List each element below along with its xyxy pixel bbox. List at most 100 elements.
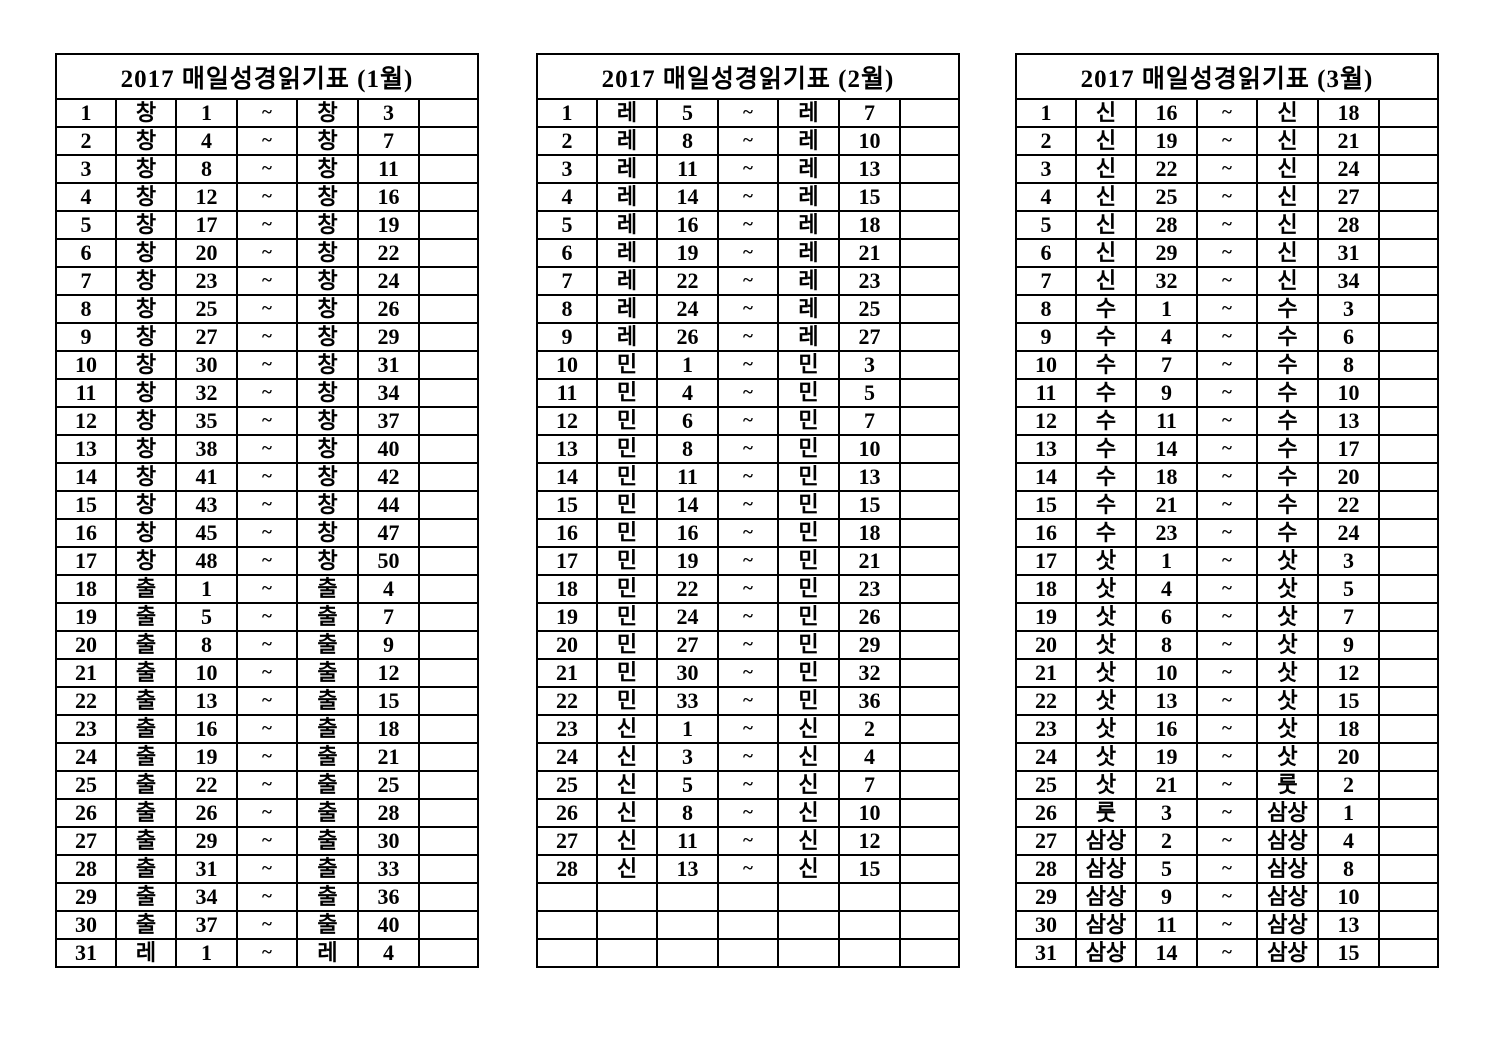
end-book-cell: 창 [296, 98, 359, 128]
table-row: 3 신 22 ~ 신 24 [1015, 154, 1439, 184]
table-header-row: 2017 매일성경읽기표 (2월) [536, 53, 960, 100]
start-book-cell: 출 [115, 714, 177, 744]
day-cell: 23 [55, 714, 117, 744]
end-book-cell: 삿 [1256, 602, 1319, 632]
start-book-cell: 삼상 [1075, 882, 1137, 912]
start-chapter-cell: 48 [175, 546, 238, 576]
start-chapter-cell: 24 [656, 294, 719, 324]
start-chapter-cell: 22 [175, 770, 238, 800]
end-chapter-cell: 12 [838, 826, 901, 856]
start-chapter-cell: 5 [175, 602, 238, 632]
table-title: 2017 매일성경읽기표 (1월) [55, 53, 479, 100]
end-chapter-cell: 28 [357, 798, 420, 828]
tilde-separator: ~ [236, 126, 298, 156]
start-chapter-cell: 29 [175, 826, 238, 856]
start-book-cell: 삿 [1075, 714, 1137, 744]
check-cell [1378, 826, 1439, 856]
check-cell [1378, 630, 1439, 660]
end-chapter-cell: 10 [1317, 882, 1380, 912]
table-row: 9 레 26 ~ 레 27 [536, 322, 960, 352]
start-book-cell: 수 [1075, 378, 1137, 408]
start-book-cell: 민 [596, 686, 658, 716]
day-cell: 29 [55, 882, 117, 912]
start-chapter-cell: 18 [1135, 462, 1198, 492]
tilde-separator: ~ [717, 742, 779, 772]
day-cell [536, 910, 598, 940]
end-book-cell: 신 [1256, 182, 1319, 212]
tilde-separator: ~ [1196, 602, 1258, 632]
start-chapter-cell: 10 [1135, 658, 1198, 688]
start-book-cell: 삿 [1075, 574, 1137, 604]
table-row: 12 수 11 ~ 수 13 [1015, 406, 1439, 436]
tilde-separator: ~ [236, 798, 298, 828]
start-chapter-cell: 23 [175, 266, 238, 296]
end-chapter-cell: 9 [1317, 630, 1380, 660]
end-book-cell: 삿 [1256, 714, 1319, 744]
tilde-separator: ~ [717, 770, 779, 800]
table-row: 29 삼상 9 ~ 삼상 10 [1015, 882, 1439, 912]
start-book-cell: 민 [596, 434, 658, 464]
end-chapter-cell: 3 [357, 98, 420, 128]
start-book-cell: 삿 [1075, 546, 1137, 576]
end-chapter-cell: 18 [1317, 98, 1380, 128]
table-row: 11 창 32 ~ 창 34 [55, 378, 479, 408]
start-book-cell: 신 [596, 770, 658, 800]
check-cell [418, 350, 479, 380]
table-row: 19 삿 6 ~ 삿 7 [1015, 602, 1439, 632]
start-book-cell: 수 [1075, 350, 1137, 380]
start-book-cell: 창 [115, 266, 177, 296]
end-book-cell: 창 [296, 490, 359, 520]
check-cell [899, 798, 960, 828]
day-cell: 17 [55, 546, 117, 576]
day-cell: 17 [1015, 546, 1077, 576]
table-row: 19 민 24 ~ 민 26 [536, 602, 960, 632]
start-chapter-cell: 8 [175, 630, 238, 660]
end-chapter-cell: 4 [838, 742, 901, 772]
tilde-separator: ~ [1196, 294, 1258, 324]
end-chapter-cell: 28 [1317, 210, 1380, 240]
end-chapter-cell: 15 [1317, 938, 1380, 968]
tilde-separator: ~ [717, 602, 779, 632]
end-chapter-cell: 44 [357, 490, 420, 520]
day-cell: 27 [536, 826, 598, 856]
end-book-cell: 출 [296, 798, 359, 828]
day-cell: 16 [536, 518, 598, 548]
end-chapter-cell: 5 [1317, 574, 1380, 604]
table-row: 27 출 29 ~ 출 30 [55, 826, 479, 856]
end-book-cell: 창 [296, 462, 359, 492]
start-book-cell: 삿 [1075, 630, 1137, 660]
start-book-cell: 창 [115, 294, 177, 324]
start-chapter-cell: 11 [1135, 910, 1198, 940]
end-book-cell: 수 [1256, 322, 1319, 352]
check-cell [418, 322, 479, 352]
start-book-cell: 레 [596, 266, 658, 296]
day-cell: 5 [55, 210, 117, 240]
end-chapter-cell: 8 [1317, 350, 1380, 380]
day-cell: 7 [536, 266, 598, 296]
end-book-cell: 레 [777, 294, 840, 324]
day-cell: 4 [55, 182, 117, 212]
end-chapter-cell: 8 [1317, 854, 1380, 884]
start-book-cell: 삿 [1075, 686, 1137, 716]
table-row: 8 창 25 ~ 창 26 [55, 294, 479, 324]
tilde-separator: ~ [717, 266, 779, 296]
tilde-separator: ~ [717, 462, 779, 492]
start-book-cell: 출 [115, 630, 177, 660]
start-chapter-cell: 22 [1135, 154, 1198, 184]
table-row: 17 민 19 ~ 민 21 [536, 546, 960, 576]
start-chapter-cell: 14 [1135, 434, 1198, 464]
table-row: 25 출 22 ~ 출 25 [55, 770, 479, 800]
tilde-separator: ~ [717, 98, 779, 128]
check-cell [1378, 266, 1439, 296]
end-book-cell: 출 [296, 630, 359, 660]
start-book-cell: 신 [1075, 182, 1137, 212]
check-cell [1378, 238, 1439, 268]
table-row: 7 신 32 ~ 신 34 [1015, 266, 1439, 296]
table-row: 6 창 20 ~ 창 22 [55, 238, 479, 268]
start-book-cell: 민 [596, 490, 658, 520]
end-chapter-cell: 15 [1317, 686, 1380, 716]
end-book-cell: 삼상 [1256, 798, 1319, 828]
start-chapter-cell: 7 [1135, 350, 1198, 380]
table-row: 21 출 10 ~ 출 12 [55, 658, 479, 688]
end-chapter-cell: 30 [357, 826, 420, 856]
